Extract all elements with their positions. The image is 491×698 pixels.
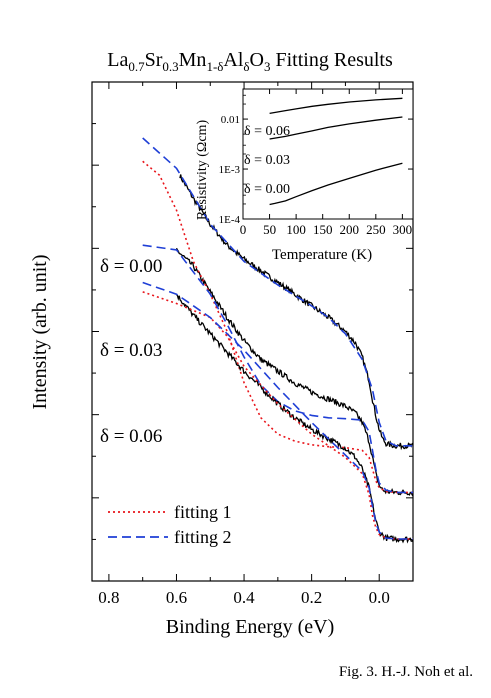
title-part: La bbox=[107, 49, 128, 71]
title-subscript: 1-δ bbox=[206, 59, 223, 74]
inset-x-tick-label: 0 bbox=[240, 222, 247, 237]
chart-title: La0.7Sr0.3Mn1-δAlδO3 Fitting Results bbox=[107, 49, 393, 74]
x-tick-label: 0.0 bbox=[369, 588, 390, 607]
inset-x-tick-label: 300 bbox=[393, 222, 413, 237]
legend-label-fitting-2: fitting 2 bbox=[174, 527, 232, 547]
title-part: Al bbox=[223, 49, 243, 71]
inset-series-group bbox=[269, 97, 403, 206]
inset-label-d006: δ = 0.06 bbox=[244, 124, 290, 139]
curve-label-d000: δ = 0.00 bbox=[100, 256, 162, 277]
inset-x-axis-label: Temperature (K) bbox=[272, 247, 372, 263]
legend: fitting 1 fitting 2 bbox=[108, 502, 232, 547]
y-axis-label: Intensity (arb. unit) bbox=[29, 255, 51, 410]
inset-x-tick-label: 50 bbox=[263, 222, 276, 237]
inset-label-d003: δ = 0.03 bbox=[244, 153, 290, 168]
legend-label-fitting-1: fitting 1 bbox=[174, 502, 232, 522]
figure-caption: Fig. 3. H.-J. Noh et al. bbox=[338, 664, 473, 680]
x-tick-label: 0.8 bbox=[98, 588, 119, 607]
fitting-2-curve bbox=[142, 137, 413, 447]
inset-x-tick-label: 150 bbox=[313, 222, 333, 237]
inset-y-axis-label: Resistivity (Ωcm) bbox=[195, 120, 210, 221]
x-tick-label: 0.6 bbox=[166, 588, 187, 607]
inset-y-tick-label: 1E-4 bbox=[219, 214, 241, 226]
title-part: Sr bbox=[145, 49, 163, 71]
x-tick-label: 0.2 bbox=[301, 588, 322, 607]
inset-plot-frame bbox=[242, 88, 414, 220]
inset-resistivity-curve bbox=[269, 162, 403, 206]
x-axis-label: Binding Energy (eV) bbox=[166, 616, 335, 638]
inset-x-tick-label: 200 bbox=[340, 222, 360, 237]
inset-axis-ticks: 0 50 100 150 200 250 300 1E-4 1E-3 0.01 bbox=[219, 89, 413, 237]
main-series-group bbox=[142, 137, 414, 544]
curve-label-d006: δ = 0.06 bbox=[100, 426, 162, 447]
title-subscript: δ bbox=[243, 59, 249, 74]
title-part: Fitting Results bbox=[271, 49, 393, 71]
main-axis-ticks: 0.8 0.6 0.4 0.2 0.0 bbox=[92, 82, 414, 607]
inset-y-tick-label: 0.01 bbox=[221, 114, 240, 126]
title-part: O bbox=[250, 49, 264, 71]
title-subscript: 3 bbox=[264, 59, 271, 74]
fitting-1-curve bbox=[142, 291, 413, 540]
x-tick-label: 0.4 bbox=[233, 588, 255, 607]
inset-x-tick-label: 100 bbox=[286, 222, 306, 237]
title-subscript: 0.7 bbox=[128, 59, 145, 74]
title-subscript: 0.3 bbox=[162, 59, 178, 74]
inset-x-tick-label: 250 bbox=[366, 222, 386, 237]
data-trace bbox=[175, 247, 414, 497]
fitting-2-curve bbox=[142, 244, 413, 494]
curve-label-d003: δ = 0.03 bbox=[100, 340, 162, 361]
inset-label-d000: δ = 0.00 bbox=[244, 182, 290, 197]
title-part: Mn bbox=[179, 49, 207, 71]
inset-resistivity-curve bbox=[269, 116, 403, 140]
inset-y-tick-label: 1E-3 bbox=[219, 164, 241, 176]
inset-resistivity-curve bbox=[269, 97, 403, 115]
fitting-2-curve bbox=[142, 281, 413, 540]
